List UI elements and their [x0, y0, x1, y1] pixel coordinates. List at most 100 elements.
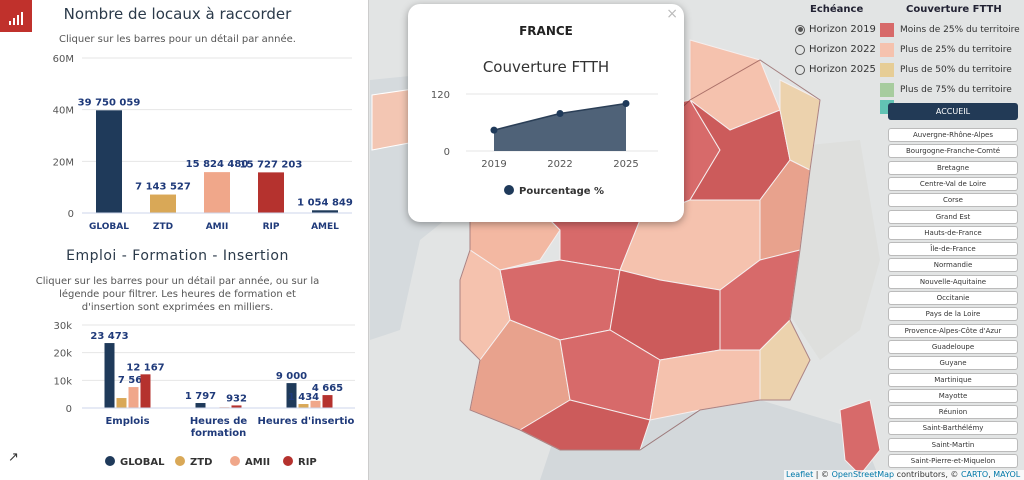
y-tick-label: 30k [53, 321, 72, 332]
locaux-chart[interactable]: 60M 40M 20M 0 39 750 059 GLOBAL 7 143 527 ZTD 15… [0, 50, 355, 235]
data-label: 12 167 [126, 362, 164, 373]
y-tick-label: 10k [53, 376, 72, 387]
bar-rip[interactable] [258, 172, 284, 213]
region-button[interactable]: Hauts-de-France [888, 225, 1018, 240]
data-label: 9 000 [276, 371, 307, 382]
locaux-subtitle: Cliquer sur les barres pour un détail pa… [59, 34, 296, 45]
x-tick-label: 2025 [613, 159, 638, 170]
x-tick-label[interactable]: AMEL [311, 222, 339, 232]
bar-global[interactable] [195, 403, 206, 408]
region-button[interactable]: Réunion [888, 405, 1018, 420]
x-tick-label[interactable]: RIP [263, 222, 280, 232]
region-button[interactable]: Normandie [888, 258, 1018, 273]
legend-label[interactable]: ZTD [190, 457, 212, 468]
region-button[interactable]: Grand Est [888, 209, 1018, 224]
data-point[interactable] [490, 126, 498, 134]
bar-ztd[interactable] [116, 398, 127, 408]
echeance-title: Echéance [810, 4, 864, 15]
legend-marker[interactable] [283, 456, 293, 466]
carto-link[interactable]: CARTO [960, 470, 989, 479]
region-button[interactable]: Mayotte [888, 388, 1018, 403]
legend-label[interactable]: RIP [298, 457, 317, 468]
ftth-chart[interactable]: 120 0 2019 2022 2025 Pourcentage % [408, 84, 684, 214]
france-popup: × FRANCE Couverture FTTH 120 0 2019 2022 202… [408, 4, 684, 222]
region-button[interactable]: Bourgogne-Franche-Comté [888, 144, 1018, 159]
data-point[interactable] [622, 100, 630, 107]
region-button[interactable]: Martinique [888, 372, 1018, 387]
bar-ztd[interactable] [298, 404, 309, 408]
bar-rip[interactable] [140, 374, 151, 408]
region-button[interactable]: Guadeloupe [888, 339, 1018, 354]
x-tick-label[interactable]: ZTD [153, 222, 173, 232]
map-attribution: Leaflet | © OpenStreetMap contributors, … [784, 470, 1024, 480]
radio-horizon-2019[interactable]: Horizon 2019 [795, 24, 876, 35]
y-tick-label: 40M [53, 106, 74, 117]
x-tick-label[interactable]: AMII [206, 222, 229, 232]
locaux-title: Nombre de locaux à raccorder [63, 5, 292, 23]
region-button[interactable]: Guyane [888, 356, 1018, 371]
mayol-link[interactable]: MAYOL [993, 470, 1021, 479]
bar-global[interactable] [104, 343, 115, 408]
bar-global[interactable] [96, 110, 122, 213]
legend-marker[interactable] [105, 456, 115, 466]
radio-horizon-2022[interactable]: Horizon 2022 [795, 44, 876, 55]
home-button[interactable]: ACCUEIL [888, 103, 1018, 120]
bar-amii[interactable] [204, 172, 230, 213]
region-button[interactable]: Saint-Martin [888, 437, 1018, 452]
osm-link[interactable]: OpenStreetMap [831, 470, 895, 479]
popup-heading: FRANCE [519, 24, 573, 38]
region-button[interactable]: Saint-Barthélémy [888, 421, 1018, 436]
legend-marker[interactable] [230, 456, 240, 466]
data-point[interactable] [556, 109, 564, 117]
x-tick-label[interactable]: Heures de [190, 416, 248, 427]
bar-rip[interactable] [322, 395, 333, 408]
region-button[interactable]: Occitanie [888, 291, 1018, 305]
legend-marker[interactable] [175, 456, 185, 466]
emploi-chart[interactable]: 30k 20k 10k 0 23 473 7 564 12 167 Emplois 1 797 9… [0, 315, 355, 475]
legend-marker[interactable] [504, 185, 514, 195]
region-button[interactable]: Pays de la Loire [888, 307, 1018, 322]
data-label: 7 143 527 [135, 182, 191, 193]
x-tick-label[interactable]: Heures d'insertion [257, 416, 355, 427]
bar-ztd[interactable] [150, 194, 176, 213]
x-tick-label[interactable]: GLOBAL [89, 222, 129, 232]
leaflet-link[interactable]: Leaflet [786, 470, 814, 479]
y-tick-label: 120 [431, 90, 450, 101]
legend-label[interactable]: AMII [245, 457, 270, 468]
data-label: 39 750 059 [78, 97, 141, 108]
bar-rip[interactable] [231, 405, 242, 408]
close-icon[interactable]: × [666, 6, 678, 22]
region-button[interactable]: Provence-Alpes-Côte d'Azur [888, 323, 1018, 338]
x-tick-label[interactable]: formation [191, 428, 247, 439]
legend-item: Plus de 50% du territoire [880, 61, 1012, 79]
y-tick-label: 0 [444, 147, 450, 158]
region-button[interactable]: Bretagne [888, 160, 1018, 175]
attrib-contrib: contributors, © [894, 470, 961, 479]
region-button[interactable]: Île-de-France [888, 242, 1018, 257]
data-label: 15 824 480 [186, 159, 249, 170]
y-tick-label: 20k [53, 349, 72, 360]
menu-button[interactable] [0, 0, 32, 32]
popup-chart-title: Couverture FTTH [482, 58, 610, 76]
data-label: 1 434 [288, 392, 319, 403]
bar-amii[interactable] [128, 387, 139, 408]
region-button[interactable]: Corse [888, 193, 1018, 208]
legend-label[interactable]: Pourcentage % [519, 186, 604, 197]
region-button[interactable]: Centre-Val de Loire [888, 176, 1018, 191]
data-label: 7 564 [118, 375, 149, 386]
bar-global[interactable] [286, 383, 297, 408]
attrib-sep2: , [988, 470, 994, 479]
stats-panel: Nombre de locaux à raccorder Cliquer sur… [0, 0, 369, 480]
legend-item: Plus de 75% du territoire [880, 81, 1012, 99]
emploi-subtitle-2: légende pour filtrer. Les heures de form… [59, 289, 296, 300]
region-button[interactable]: Nouvelle-Aquitaine [888, 274, 1018, 289]
bar-amel[interactable] [312, 210, 338, 213]
legend-label[interactable]: GLOBAL [120, 457, 165, 468]
region-button[interactable]: Saint-Pierre-et-Miquelon [888, 454, 1018, 468]
region-button[interactable]: Auvergne-Rhône-Alpes [888, 128, 1018, 142]
x-tick-label: 2019 [481, 159, 506, 170]
bar-amii[interactable] [310, 400, 321, 408]
x-tick-label[interactable]: Emplois [105, 416, 149, 427]
radio-horizon-2025[interactable]: Horizon 2025 [795, 64, 876, 75]
external-link-icon[interactable]: ↗ [8, 450, 19, 465]
